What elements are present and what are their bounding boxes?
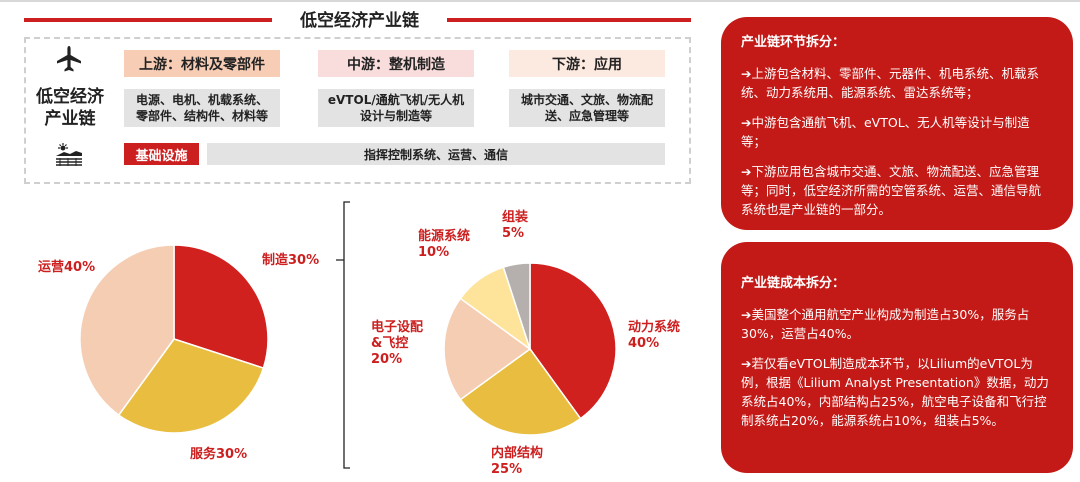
stage-upstream-desc: 电源、电机、机载系统、 零部件、结构件、材料等 xyxy=(124,89,280,127)
evtol-cost-label: 动力系统 40% xyxy=(628,319,680,351)
chain-box xyxy=(24,37,691,184)
evtol-cost-label: 能源系统 10% xyxy=(418,228,470,260)
chain-breakdown-title: 产业链环节拆分： xyxy=(741,35,846,50)
evtol-cost-label: 内部结构 25% xyxy=(491,445,543,477)
top-divider xyxy=(0,0,1080,2)
general-aviation-slice xyxy=(79,244,175,417)
stage-midstream-desc-line2: 设计与制造等 xyxy=(359,109,432,123)
stage-upstream-desc-line2: 零部件、结构件、材料等 xyxy=(135,109,268,123)
evtol-cost-label: 组装 5% xyxy=(502,209,528,241)
general-aviation-pie: 制造30% 服务30% 运营40% xyxy=(38,244,319,462)
chain-title: 低空经济产业链 xyxy=(300,11,419,31)
general-aviation-label: 运营40% xyxy=(38,259,95,275)
chain-label-line1: 低空经济 xyxy=(36,87,104,107)
stage-downstream-head: 下游：应用 xyxy=(509,50,665,77)
cost-breakdown-panel: 产业链成本拆分： ➔美国整个通用航空产业构成为制造占30%，服务占30%，运营占… xyxy=(721,242,1073,473)
stage-downstream-desc: 城市交通、文旅、物流配 送、应急管理等 xyxy=(509,89,665,127)
stage-midstream-head: 中游：整机制造 xyxy=(318,50,474,77)
chain-breakdown-para: ➔下游应用包含城市交通、文旅、物流配送、应急管理等；同时，低空经济所需的空管系统… xyxy=(741,164,1042,217)
infrastructure-desc: 指挥控制系统、运营、通信 xyxy=(207,143,665,165)
general-aviation-label: 制造30% xyxy=(262,252,319,268)
evtol-cost-pie: 动力系统 40% 内部结构 25% 电子设配&飞控 20% 能源系统 10% 组装 5% xyxy=(371,209,680,477)
chain-label-line2: 产业链 xyxy=(44,109,96,129)
general-aviation-slice xyxy=(117,338,265,434)
airplane-icon xyxy=(57,46,81,72)
stage-upstream-desc-line1: 电源、电机、机载系统、 xyxy=(135,93,268,107)
bracket xyxy=(336,201,350,469)
cost-breakdown-title: 产业链成本拆分： xyxy=(741,276,846,291)
stage-downstream-desc-line1: 城市交通、文旅、物流配 xyxy=(520,93,653,107)
evtol-cost-slice xyxy=(529,262,617,420)
chain-label: 低空经济 产业链 xyxy=(30,86,110,130)
chain-breakdown-para: ➔中游包含通航飞机、eVTOL、无人机等设计与制造等； xyxy=(741,115,1030,149)
pie-charts: 制造30% 服务30% 运营40% 动力系统 40% 内部结构 25% 电子设配&飞控 20%… xyxy=(38,201,680,477)
title-bar-left xyxy=(24,18,272,22)
stage-midstream-desc: eVTOL/通航飞机/无人机 设计与制造等 xyxy=(318,89,474,127)
general-aviation-label: 服务30% xyxy=(190,446,247,462)
chain-breakdown-panel: 产业链环节拆分： ➔上游包含材料、零部件、元器件、机电系统、机载系统、动力系统用… xyxy=(721,17,1073,230)
evtol-cost-slice xyxy=(443,297,532,401)
stage-downstream-desc-line2: 送、应急管理等 xyxy=(544,109,629,123)
evtol-cost-label: 电子设配&飞控 20% xyxy=(371,319,423,367)
infrastructure-icon xyxy=(56,143,82,166)
stage-midstream-desc-line1: eVTOL/通航飞机/无人机 xyxy=(327,93,465,107)
cost-breakdown-para: ➔美国整个通用航空产业构成为制造占30%，服务占30%，运营占40%。 xyxy=(741,307,1030,341)
evtol-cost-slice xyxy=(459,347,582,436)
chain-breakdown-para: ➔上游包含材料、零部件、元器件、机电系统、机载系统、动力系统用、能源系统、雷达系… xyxy=(741,66,1039,100)
cost-breakdown-para: ➔若仅看eVTOL制造成本环节，以Lilium的eVTOL为例，根据《Liliu… xyxy=(741,356,1049,428)
evtol-cost-slice xyxy=(502,262,531,350)
title-bar-right xyxy=(447,18,691,22)
general-aviation-slice xyxy=(173,244,269,369)
infrastructure-label: 基础设施 xyxy=(124,143,199,165)
stage-upstream-head: 上游：材料及零部件 xyxy=(124,50,280,77)
